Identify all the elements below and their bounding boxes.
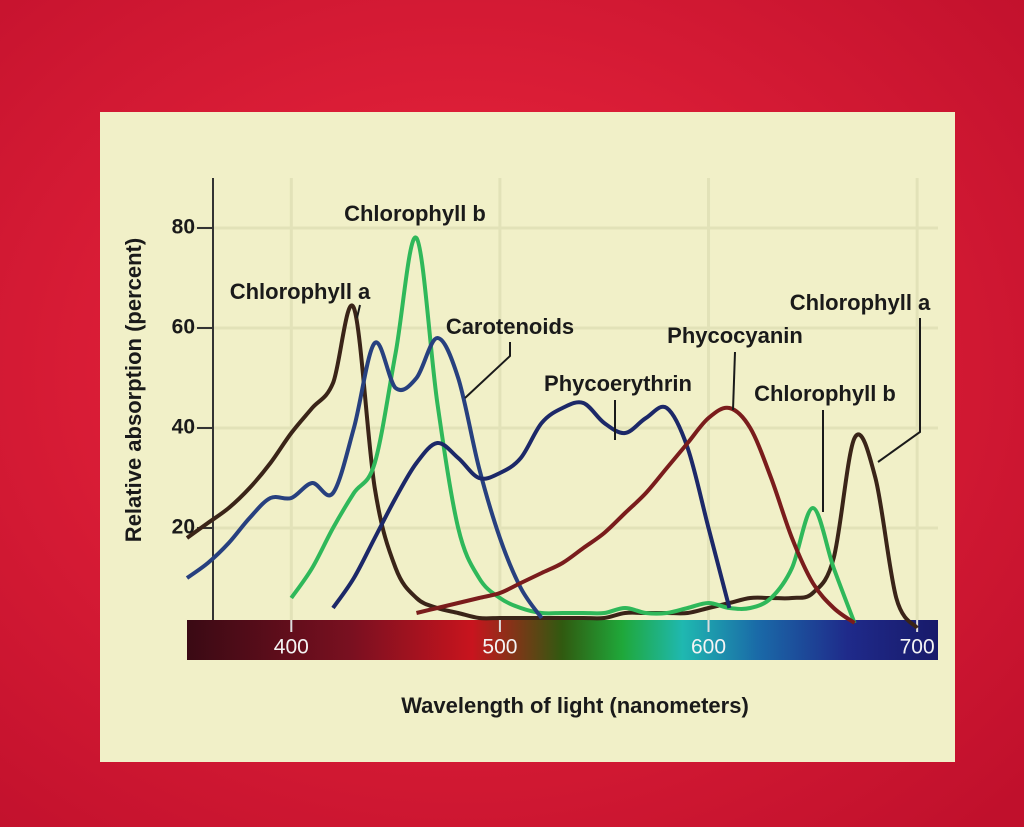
series-line	[416, 405, 856, 625]
series-label: Phycoerythrin	[544, 371, 692, 396]
series-line	[185, 336, 544, 620]
leader-line	[732, 351, 736, 411]
series-label: Chlorophyll b	[344, 201, 486, 226]
leader-line	[356, 304, 361, 319]
series-label: Chlorophyll a	[790, 290, 931, 315]
leader-line	[464, 342, 511, 399]
series-label: Chlorophyll b	[754, 381, 896, 406]
y-tick-label: 20	[172, 516, 195, 539]
x-tick-label: 600	[691, 636, 726, 659]
series-label: Phycocyanin	[667, 323, 803, 348]
leader-line	[877, 318, 921, 463]
series-line	[331, 400, 732, 610]
y-tick-label: 60	[172, 316, 195, 339]
x-axis-title: Wavelength of light (nanometers)	[401, 693, 749, 718]
series-label: Carotenoids	[446, 314, 574, 339]
y-tick-label: 40	[172, 416, 195, 439]
series-line	[289, 235, 857, 624]
series-line	[185, 303, 919, 630]
panel	[100, 112, 955, 762]
series-label: Chlorophyll a	[230, 279, 371, 304]
x-tick-label: 400	[274, 636, 309, 659]
spectrum-bar	[187, 620, 938, 660]
x-tick-label: 500	[482, 636, 517, 659]
x-tick-label: 700	[900, 636, 935, 659]
y-axis-title: Relative absorption (percent)	[121, 238, 146, 542]
y-tick-label: 80	[172, 216, 195, 239]
